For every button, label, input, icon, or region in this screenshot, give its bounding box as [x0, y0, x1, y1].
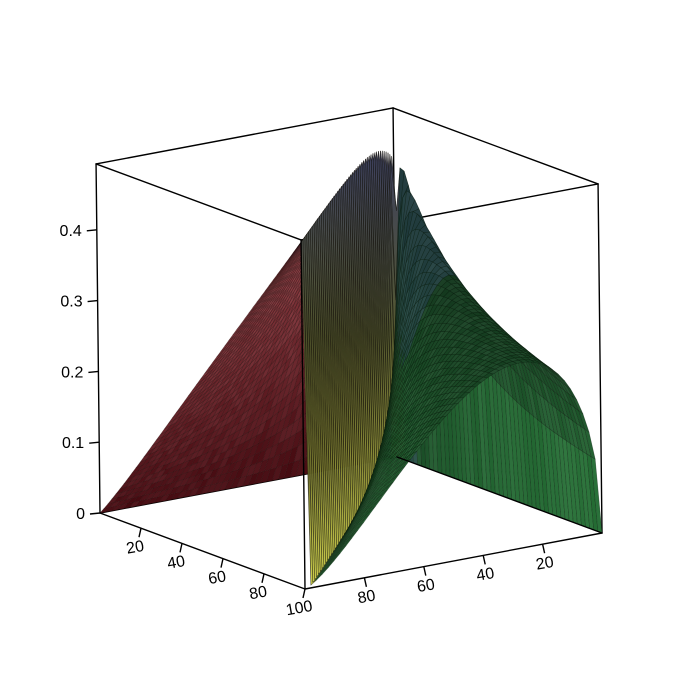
axis-tick	[88, 370, 99, 374]
axis-tick	[89, 441, 100, 444]
box-edge	[95, 163, 101, 514]
x-tick-label: 40	[166, 553, 187, 573]
y-tick-label: 40	[475, 565, 496, 585]
axis-tick	[482, 555, 486, 565]
axis-ticks	[86, 229, 546, 599]
z-tick-label: 0.4	[60, 223, 82, 240]
axis-tick	[220, 558, 224, 568]
box-edge	[392, 107, 599, 185]
axis-tick	[179, 543, 183, 553]
x-tick-label: 100	[285, 598, 314, 619]
axis-tick	[541, 544, 546, 554]
box-edge	[95, 107, 394, 165]
box-edge	[304, 532, 603, 590]
surface-mesh	[99, 150, 603, 586]
axis-tick	[423, 566, 427, 576]
box-edge	[300, 239, 306, 590]
axis-tick-labels: 20 40 60 80 100 80 60 40 20 0 0.1 0.2 0.3 0.4	[60, 223, 556, 619]
axis-tick	[87, 299, 98, 303]
box-edge	[396, 456, 603, 534]
axis-tick	[89, 512, 101, 515]
z-tick-label: 0.1	[62, 435, 84, 452]
z-tick-label: 0.2	[61, 364, 83, 381]
axis-tick	[363, 577, 368, 587]
y-tick-label: 20	[535, 554, 556, 574]
axis-tick	[138, 528, 142, 538]
x-tick-label: 80	[248, 583, 269, 603]
box-edge	[99, 512, 306, 590]
y-tick-label: 60	[416, 576, 437, 596]
axis-tick	[302, 588, 306, 599]
box-edge	[95, 163, 302, 241]
z-tick-label: 0	[76, 506, 85, 523]
box-edge	[597, 183, 603, 534]
x-tick-label: 20	[125, 538, 146, 558]
z-tick-label: 0.3	[60, 294, 82, 311]
axis-tick	[261, 573, 265, 583]
x-tick-label: 60	[207, 568, 228, 588]
axis-tick	[86, 229, 97, 232]
y-tick-label: 80	[356, 587, 377, 607]
box-front-edges	[99, 239, 603, 590]
